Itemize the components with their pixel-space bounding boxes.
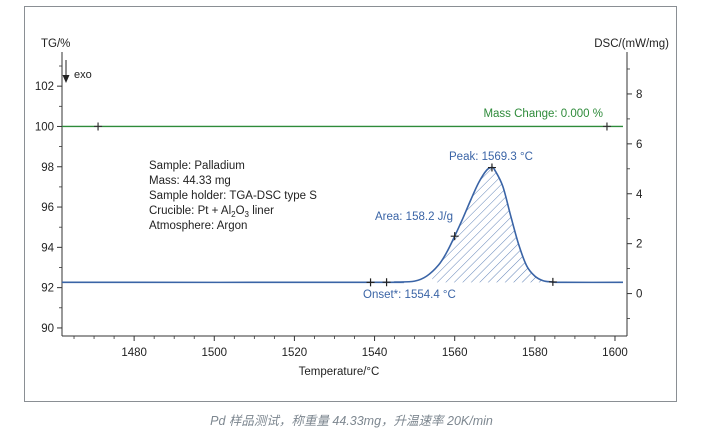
- plus-marker: [548, 277, 557, 286]
- y-left-tick-label: 100: [35, 121, 54, 133]
- plus-marker: [94, 122, 103, 131]
- plus-marker: [450, 232, 459, 241]
- y-left-tick-label: 96: [41, 202, 54, 214]
- dsc-tg-chart: 1480 1500 1520 1540 1560 1580 1600 90 92 94 96 98 1…: [35, 38, 669, 378]
- x-tick-label: 1600: [602, 347, 628, 359]
- y-left-tick-label: 94: [41, 242, 54, 254]
- y-axis-right-title: DSC/(mW/mg): [594, 38, 669, 50]
- dsc-series-line: [61, 166, 623, 284]
- sample-info-line: Crucible: Pt + Al2O3 liner: [149, 205, 274, 219]
- y-right-tick-label: 6: [636, 139, 642, 151]
- y-left-tick-label: 102: [35, 81, 54, 93]
- y-right-tick-label: 2: [636, 239, 642, 251]
- sample-info-line: Sample: Palladium: [149, 160, 245, 172]
- y-left-tick-label: 98: [41, 162, 54, 174]
- exo-label: exo: [74, 69, 92, 81]
- area-label: Area: 158.2 J/g: [375, 211, 453, 223]
- sample-info: Sample: Palladium Mass: 44.33 mg Sample …: [149, 160, 317, 232]
- exo-arrow-icon: [62, 60, 70, 83]
- y-axis-left-title: TG/%: [41, 38, 70, 50]
- x-tick-label: 1580: [522, 347, 548, 359]
- figure-caption: Pd 样品测试，称重量 44.33mg，升温速率 20K/min: [210, 414, 493, 428]
- curve-markers: [94, 122, 611, 287]
- sample-info-line: Sample holder: TGA-DSC type S: [149, 190, 317, 202]
- sample-info-line: Mass: 44.33 mg: [149, 175, 231, 187]
- x-tick-label: 1500: [201, 347, 227, 359]
- x-axis-title: Temperature/°C: [299, 366, 380, 378]
- y-right-tick-label: 8: [636, 89, 642, 101]
- x-tick-label: 1520: [282, 347, 308, 359]
- x-tick-label: 1480: [121, 347, 147, 359]
- x-ticks: 1480 1500 1520 1540 1560 1580 1600: [73, 336, 628, 359]
- plus-marker: [366, 278, 375, 287]
- y-left-tick-label: 92: [41, 283, 54, 295]
- y-right-tick-label: 0: [636, 289, 642, 301]
- y-left-tick-label: 90: [41, 323, 54, 335]
- peak-label: Peak: 1569.3 °C: [449, 151, 533, 163]
- y-ticks-left: 90 92 94 96 98 100 102: [35, 65, 62, 335]
- onset-label: Onset*: 1554.4 °C: [363, 289, 456, 301]
- figure-frame: 1480 1500 1520 1540 1560 1580 1600 90 92 94 96 98 1…: [24, 6, 677, 402]
- y-right-tick-label: 4: [636, 189, 643, 201]
- sample-info-line: Atmosphere: Argon: [149, 220, 247, 232]
- axes: [61, 52, 628, 337]
- y-ticks-right: 0 2 4 6 8: [627, 68, 643, 319]
- peak-area-hatch: [432, 167, 553, 283]
- plus-marker: [602, 122, 611, 131]
- plus-marker: [487, 163, 496, 172]
- mass-change-label: Mass Change: 0.000 %: [483, 108, 603, 120]
- plus-marker: [382, 278, 391, 287]
- x-tick-label: 1540: [362, 347, 388, 359]
- x-tick-label: 1560: [442, 347, 468, 359]
